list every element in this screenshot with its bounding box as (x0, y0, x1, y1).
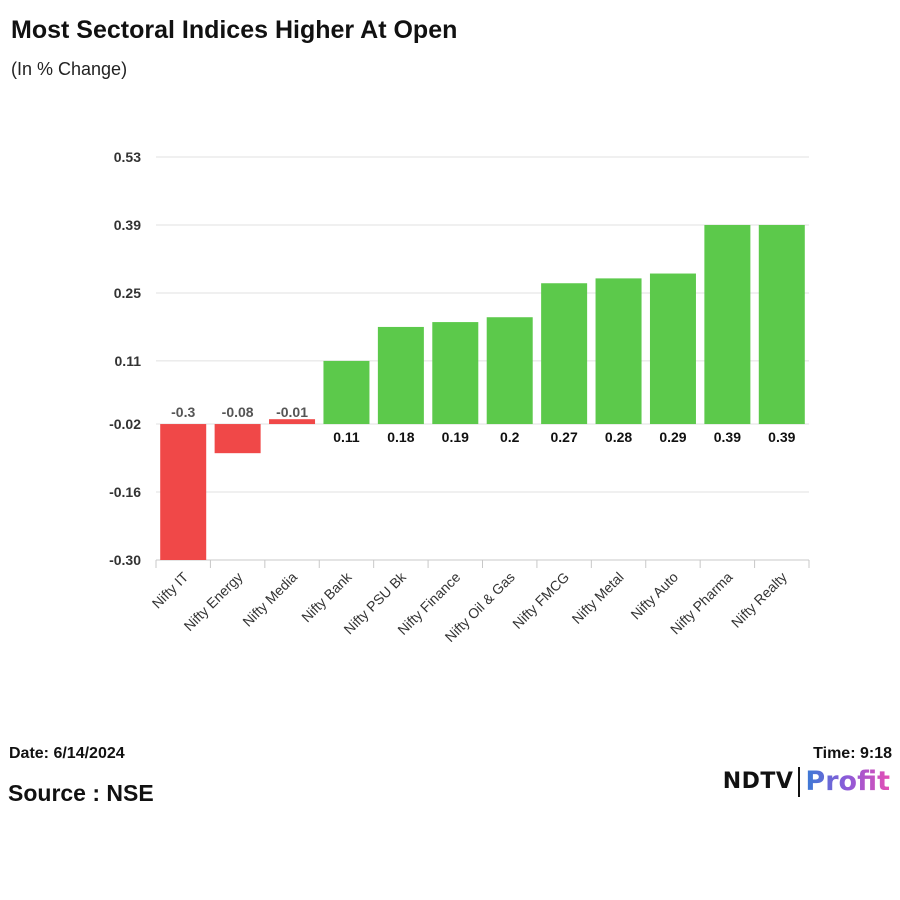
data-label: 0.11 (333, 429, 360, 445)
data-label: 0.28 (605, 429, 632, 445)
x-tick-label: Nifty IT (149, 568, 192, 611)
bar (649, 273, 696, 425)
x-tick-label: Nifty Bank (298, 568, 355, 625)
bar (160, 424, 207, 560)
date-label: Date: 6/14/2024 (9, 745, 125, 762)
y-tick-label: -0.02 (109, 416, 141, 432)
data-label: 0.39 (768, 429, 795, 445)
y-tick-label: 0.25 (114, 285, 141, 301)
y-tick-label: 0.39 (114, 217, 141, 233)
data-label: 0.39 (714, 429, 741, 445)
y-tick-label: -0.16 (109, 484, 141, 500)
time-label: Time: 9:18 (813, 745, 892, 762)
x-tick-label: Nifty Auto (627, 569, 681, 623)
logo-divider (798, 766, 801, 797)
y-tick-label: 0.11 (115, 353, 142, 369)
bar (269, 419, 316, 425)
bar-chart: 0.53 0.39 0.25 0.11 -0.02 -0.16 -0.30 -0.3 Nifty… (109, 149, 810, 645)
data-label: 0.29 (659, 429, 686, 445)
chart-subtitle: (In % Change) (11, 59, 128, 79)
ndtv-profit-logo: NDTV Profit (723, 766, 890, 797)
y-tick-label: -0.30 (109, 552, 141, 568)
x-tick-label: Nifty Metal (569, 569, 627, 627)
bar (704, 224, 751, 425)
data-label: -0.08 (222, 404, 254, 420)
logo-profit-text: Profit (805, 766, 890, 797)
data-label: 0.19 (442, 429, 469, 445)
x-tick-label: Nifty Energy (181, 569, 246, 634)
x-tick-label: Nifty Media (239, 569, 300, 630)
bar (432, 322, 479, 425)
bar (486, 317, 533, 425)
source-label: Source : NSE (8, 780, 154, 806)
x-tick-label: Nifty FMCG (509, 569, 572, 632)
bar (323, 360, 370, 425)
bar (214, 424, 261, 454)
chart-title: Most Sectoral Indices Higher At Open (11, 16, 458, 44)
y-tick-label: 0.53 (114, 149, 141, 165)
bar (595, 278, 642, 425)
data-label: -0.01 (276, 404, 308, 420)
data-label: 0.18 (387, 429, 414, 445)
logo-ndtv-text: NDTV (722, 769, 794, 794)
bar (541, 283, 588, 425)
bar (377, 326, 424, 425)
data-label: -0.3 (171, 404, 195, 420)
bar (758, 224, 805, 425)
data-label: 0.27 (551, 429, 578, 445)
x-tick-label: Nifty Realty (728, 569, 790, 631)
data-label: 0.2 (500, 429, 520, 445)
